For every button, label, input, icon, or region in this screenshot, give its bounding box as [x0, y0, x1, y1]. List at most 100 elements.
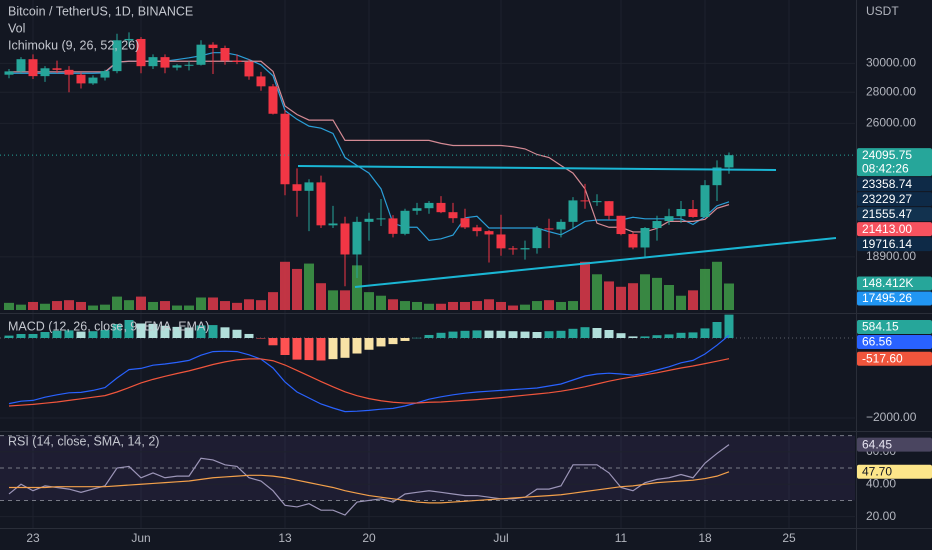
histogram-bar [304, 338, 314, 361]
histogram-bar [40, 332, 50, 338]
histogram-bar [220, 327, 230, 338]
volume-bar [28, 301, 38, 310]
volume-bar [484, 299, 494, 310]
candle-body [160, 57, 170, 68]
candle-body [700, 185, 710, 217]
volume-bar [424, 303, 434, 310]
candle-body [244, 61, 254, 77]
volume-bar [688, 290, 698, 310]
volume-bar [556, 301, 566, 310]
candle-body [268, 86, 278, 114]
candle-body [532, 228, 542, 249]
volume-bar [568, 301, 578, 310]
histogram-bar [484, 330, 494, 338]
y-tick-label: 28000.00 [866, 84, 916, 98]
price-badge-label: 584.15 [862, 320, 899, 334]
histogram-bar [76, 331, 86, 338]
volume-bar [316, 283, 326, 310]
volume-bar [112, 296, 122, 310]
volume-bar [16, 304, 26, 310]
candle-body [388, 218, 398, 234]
volume-bar [340, 290, 350, 310]
price-badge [857, 335, 932, 349]
price-badge-label: 148.412K [862, 276, 913, 290]
price-badge [857, 351, 932, 366]
histogram-bar [436, 332, 446, 338]
candle-body [16, 59, 26, 72]
candle-body [400, 210, 410, 234]
volume-bar [148, 301, 158, 310]
volume-bar [52, 301, 62, 310]
volume-bar [244, 299, 254, 310]
histogram-bar [352, 338, 362, 354]
price-badge-label: 17495.26 [862, 291, 912, 305]
histogram-bar [676, 332, 686, 338]
candle-body [688, 209, 698, 217]
volume-bar [172, 305, 182, 310]
volume-bar [4, 302, 14, 310]
price-badge-label: 19716.14 [862, 237, 912, 251]
histogram-bar [376, 338, 386, 347]
indicator-line [9, 471, 730, 504]
candle-body [340, 223, 350, 255]
candle-body [484, 231, 494, 235]
candle-body [76, 74, 86, 84]
candle-body [724, 155, 734, 168]
volume-bar [40, 303, 50, 310]
volume-bar [712, 261, 722, 310]
price-badge [857, 222, 932, 237]
volume-bar [448, 301, 458, 310]
indicator-line [8, 334, 730, 413]
candle-body [712, 167, 722, 186]
y-tick-label: −2000.00 [866, 410, 917, 424]
histogram-bar [412, 337, 422, 339]
marks [0, 32, 855, 516]
candle-body [28, 59, 38, 77]
histogram-bar [208, 325, 218, 338]
candle-body [664, 216, 674, 222]
histogram-bar [532, 332, 542, 338]
volume-bar [400, 301, 410, 310]
volume-bar [184, 305, 194, 310]
histogram-bar [592, 328, 602, 338]
price-badge-label: 23358.74 [862, 177, 912, 191]
candle-body [676, 209, 686, 217]
volume-bar [376, 295, 386, 310]
histogram-bar [616, 333, 626, 338]
candle-body [472, 227, 482, 232]
histogram-bar [52, 330, 62, 338]
candle-body [4, 71, 14, 75]
price-badge [857, 464, 932, 479]
macd-title: MACD (12, 26, close, 9, EMA, EMA) [8, 319, 209, 333]
x-tick-label: 20 [362, 531, 376, 545]
candle-body [316, 182, 326, 226]
histogram-bar [628, 336, 638, 338]
price-badge-label: 21413.00 [862, 222, 912, 236]
volume-bar [280, 261, 290, 310]
histogram-bar [4, 335, 14, 338]
candle-body [436, 202, 446, 213]
candle-body [556, 221, 566, 230]
candle-body [280, 113, 290, 185]
volume-bar [256, 300, 266, 310]
candle-body [256, 76, 266, 87]
histogram-bar [688, 332, 698, 338]
price-badge [857, 291, 932, 306]
x-tick-label: 11 [615, 531, 628, 545]
candle-body [232, 60, 242, 62]
histogram-bar [520, 331, 530, 338]
histogram-bar [124, 320, 134, 338]
volume-bar [232, 302, 242, 310]
histogram-bar [88, 331, 98, 338]
x-tick-label: 23 [26, 531, 40, 545]
volume-bar [388, 299, 398, 310]
histogram-bar [196, 325, 206, 338]
candle-body [520, 248, 530, 250]
histogram-bar [184, 327, 194, 338]
volume-bar [580, 261, 590, 310]
price-badge [857, 276, 932, 291]
volume-bar [508, 305, 518, 310]
candle-body [184, 64, 194, 66]
volume-bar [64, 300, 74, 310]
candle-body [580, 200, 590, 202]
